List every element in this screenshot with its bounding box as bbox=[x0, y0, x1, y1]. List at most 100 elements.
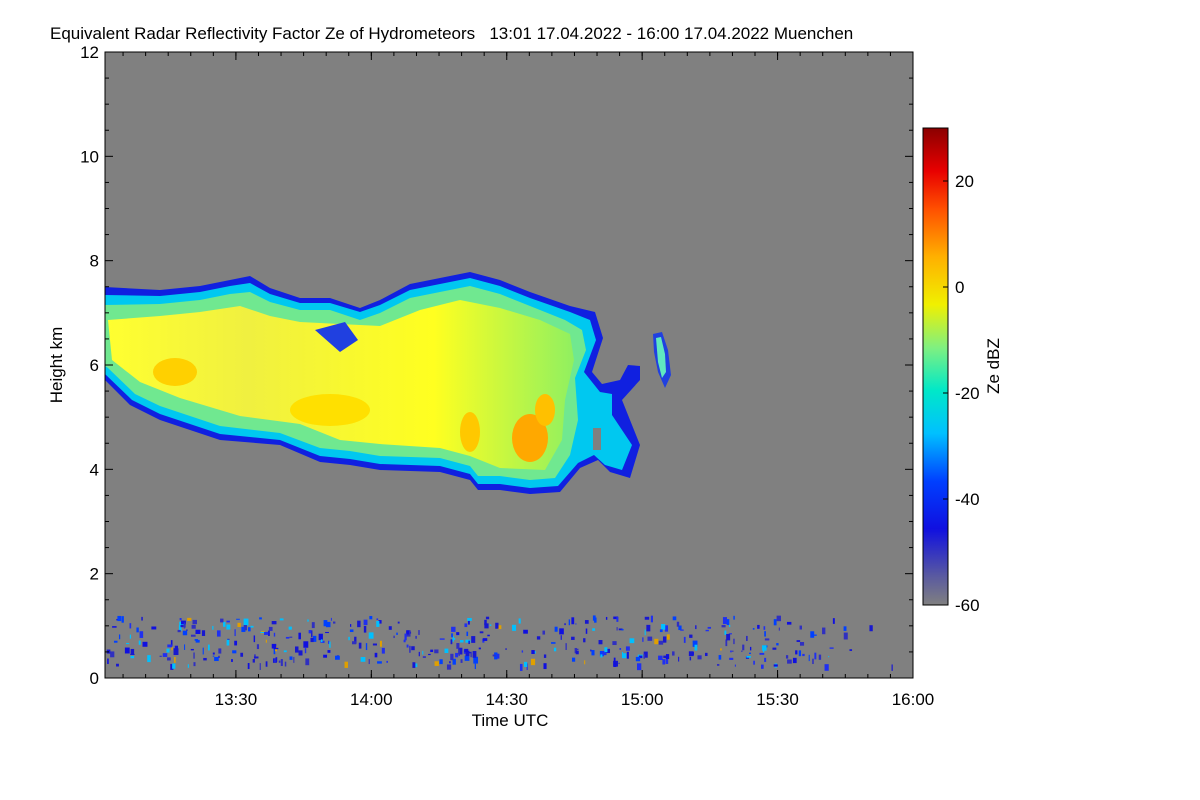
x-axis: 13:30 14:00 14:30 15:00 15:30 16:00 bbox=[122, 52, 934, 709]
clutter-speck bbox=[485, 616, 490, 620]
clutter-speck bbox=[599, 650, 604, 657]
clutter-speck bbox=[786, 621, 792, 625]
clutter-speck bbox=[746, 635, 748, 641]
clutter-speck bbox=[869, 625, 873, 632]
clutter-speck bbox=[812, 658, 814, 665]
clutter-speck bbox=[741, 650, 743, 652]
clutter-speck bbox=[489, 624, 492, 626]
clutter-speck bbox=[484, 623, 489, 629]
clutter-speck bbox=[725, 639, 728, 647]
clutter-speck bbox=[621, 628, 624, 631]
clutter-speck bbox=[449, 661, 451, 664]
clutter-speck bbox=[363, 625, 367, 633]
clutter-speck bbox=[170, 640, 173, 647]
clutter-speck bbox=[259, 617, 262, 620]
clutter-speck bbox=[456, 643, 460, 649]
clutter-speck bbox=[602, 651, 607, 656]
clutter-speck bbox=[584, 620, 589, 624]
clutter-speck bbox=[574, 647, 577, 654]
clutter-speck bbox=[818, 654, 822, 660]
clutter-speck bbox=[575, 650, 579, 655]
clutter-speck bbox=[363, 619, 368, 626]
clutter-speck bbox=[186, 629, 188, 631]
colorbar-ticks: 20 0 -20 -40 -60 bbox=[943, 172, 980, 615]
clutter-speck bbox=[446, 664, 452, 670]
clutter-speck bbox=[250, 625, 254, 628]
clutter-speck bbox=[415, 635, 417, 639]
clutter-speck bbox=[460, 659, 463, 663]
blue-streak bbox=[315, 322, 358, 352]
clutter-speck bbox=[564, 623, 566, 626]
clutter-speck bbox=[730, 650, 732, 653]
clutter-speck bbox=[619, 648, 622, 650]
clutter-speck bbox=[473, 656, 479, 664]
clutter-speck bbox=[551, 642, 556, 644]
clutter-speck bbox=[482, 638, 488, 641]
clutter-speck bbox=[666, 634, 670, 640]
clutter-speck bbox=[325, 631, 329, 634]
clutter-speck bbox=[237, 622, 241, 628]
clutter-speck bbox=[604, 647, 608, 653]
main-cloud-core bbox=[108, 300, 574, 470]
clutter-speck bbox=[452, 658, 456, 665]
clutter-speck bbox=[136, 627, 139, 633]
clutter-speck bbox=[311, 622, 315, 629]
clutter-speck bbox=[802, 653, 805, 657]
clutter-speck bbox=[778, 627, 780, 631]
clutter-speck bbox=[214, 656, 219, 662]
clutter-speck bbox=[190, 648, 194, 651]
clutter-speck bbox=[565, 643, 567, 650]
clutter-speck bbox=[332, 621, 336, 624]
clutter-speck bbox=[226, 639, 230, 646]
clutter-speck bbox=[273, 632, 276, 637]
clutter-speck bbox=[753, 660, 755, 665]
clutter-speck bbox=[832, 618, 835, 624]
clutter-speck bbox=[792, 657, 797, 664]
clutter-speck bbox=[170, 663, 174, 670]
clutter-speck bbox=[799, 642, 805, 646]
clutter-speck bbox=[328, 640, 330, 644]
clutter-speck bbox=[590, 649, 592, 652]
clutter-speck bbox=[722, 617, 727, 625]
clutter-speck bbox=[678, 656, 680, 662]
clutter-speck bbox=[253, 656, 259, 659]
clutter-speck bbox=[323, 654, 328, 658]
clutter-speck bbox=[843, 626, 847, 631]
clutter-speck bbox=[733, 638, 735, 645]
clutter-speck bbox=[479, 631, 484, 634]
clutter-speck bbox=[358, 642, 362, 649]
clutter-speck bbox=[726, 619, 730, 626]
clutter-speck bbox=[298, 650, 303, 656]
clutter-speck bbox=[231, 659, 233, 662]
clutter-speck bbox=[683, 636, 686, 643]
clutter-speck bbox=[377, 661, 382, 664]
clutter-speck bbox=[285, 636, 290, 639]
clutter-speck bbox=[492, 654, 496, 657]
clutter-speck bbox=[320, 639, 323, 643]
clutter-speck bbox=[187, 664, 189, 668]
clutter-speck bbox=[381, 647, 385, 654]
clutter-speck bbox=[180, 625, 184, 628]
clutter-speck bbox=[181, 620, 186, 625]
clutter-speck bbox=[467, 618, 472, 621]
clutter-speck bbox=[646, 624, 651, 632]
clutter-speck bbox=[121, 616, 124, 623]
clutter-speck bbox=[605, 616, 608, 620]
y-tick-label: 4 bbox=[90, 460, 99, 479]
clutter-speck bbox=[397, 621, 400, 624]
clutter-speck bbox=[592, 615, 596, 621]
clutter-speck bbox=[468, 640, 470, 645]
clutter-speck bbox=[234, 629, 236, 637]
clutter-speck bbox=[542, 630, 546, 635]
y-tick-label: 10 bbox=[80, 147, 99, 166]
clutter-speck bbox=[512, 624, 517, 631]
y-tick-label: 0 bbox=[90, 669, 99, 688]
y-tick-label: 6 bbox=[90, 356, 99, 375]
clutter-speck bbox=[464, 623, 468, 628]
clutter-speck bbox=[757, 624, 760, 629]
clutter-speck bbox=[174, 657, 176, 663]
clutter-speck bbox=[813, 634, 817, 636]
orange-cell-3 bbox=[153, 358, 197, 386]
clutter-speck bbox=[613, 616, 619, 620]
clutter-speck bbox=[117, 615, 122, 622]
